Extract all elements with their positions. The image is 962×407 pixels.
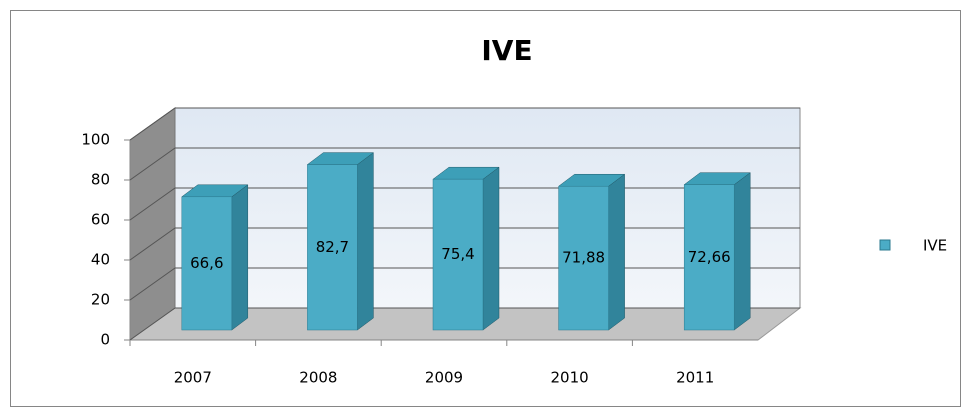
- y-tick-label: 0: [100, 331, 110, 349]
- data-label: 75,4: [441, 245, 474, 263]
- bar-side: [231, 184, 249, 331]
- bar-side: [608, 173, 625, 331]
- x-tick-label: 2011: [676, 369, 714, 387]
- x-tick-label: 2008: [299, 369, 337, 387]
- y-tick-label: 40: [91, 251, 110, 269]
- data-label: 72,66: [688, 248, 731, 266]
- y-tick-label: 20: [91, 291, 110, 309]
- grid-line-side: [129, 107, 176, 141]
- grid-line-side: [129, 187, 176, 221]
- grid-line-side: [129, 147, 176, 181]
- grid-line-side: [129, 227, 176, 261]
- y-tick-label: 80: [91, 171, 110, 189]
- x-tick-label: 2010: [551, 369, 589, 387]
- chart-title: IVE: [481, 34, 532, 67]
- grid-line-side: [129, 267, 176, 301]
- data-label: 82,7: [316, 238, 349, 256]
- legend-swatch: [879, 239, 891, 251]
- side-wall: [129, 107, 176, 341]
- x-tick-label: 2007: [174, 369, 212, 387]
- bar: [683, 184, 735, 331]
- bar: [432, 178, 484, 331]
- y-tick-label: 100: [81, 131, 110, 149]
- bar: [181, 196, 233, 331]
- legend-label: IVE: [923, 237, 947, 255]
- x-tick-label: 2009: [425, 369, 463, 387]
- bar-side: [733, 172, 751, 331]
- data-label: 71,88: [562, 249, 605, 267]
- bar-side: [482, 166, 500, 331]
- bar: [558, 185, 609, 331]
- bar: [307, 164, 358, 331]
- grid-line-side: [129, 307, 176, 341]
- y-tick-label: 60: [91, 211, 110, 229]
- data-label: 66,6: [190, 254, 223, 272]
- bar-side: [357, 152, 374, 331]
